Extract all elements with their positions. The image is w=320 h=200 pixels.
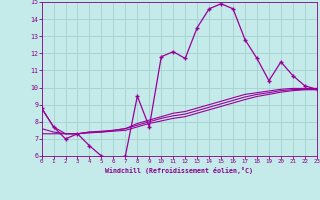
X-axis label: Windchill (Refroidissement éolien,°C): Windchill (Refroidissement éolien,°C) — [105, 167, 253, 174]
